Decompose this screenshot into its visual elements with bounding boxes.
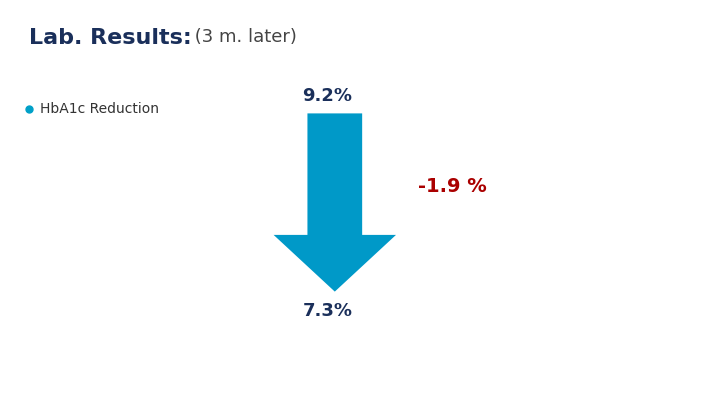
Text: HbA1c Reduction: HbA1c Reduction — [40, 102, 158, 116]
Text: (3 m. later): (3 m. later) — [189, 28, 297, 46]
Text: Lab. Results:: Lab. Results: — [29, 28, 192, 48]
Text: 7.3%: 7.3% — [302, 302, 353, 320]
Polygon shape — [274, 113, 396, 292]
Text: -1.9 %: -1.9 % — [418, 177, 486, 196]
Text: 9.2%: 9.2% — [302, 87, 353, 105]
